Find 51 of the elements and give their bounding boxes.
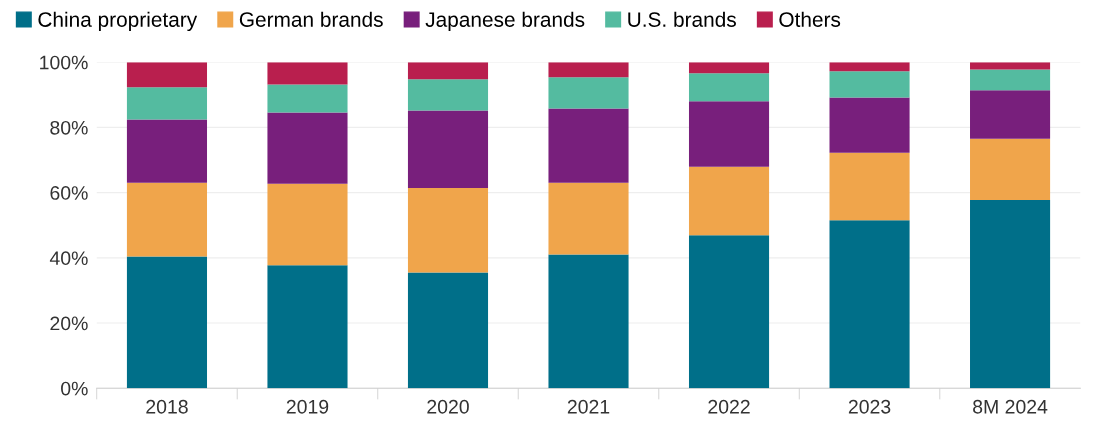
bar [126,119,208,183]
y-tick-label: 100% [40,55,88,70]
bar [688,101,770,167]
bar [267,265,348,389]
bar [267,62,348,85]
y-tick-label: 20% [50,316,88,331]
bar [126,256,208,389]
x-tick-label: 8M 2024 [973,399,1048,414]
bar [688,73,770,102]
x-tick-label: 2023 [848,399,891,414]
bar [829,152,910,221]
bar [829,97,910,153]
x-tick-label: 2018 [146,399,188,414]
bar [267,183,348,266]
bar [267,84,348,113]
bar [688,235,770,389]
bar [407,188,489,273]
bar [407,62,489,80]
bar [688,166,770,236]
bar [688,62,770,74]
legend-label: U.S. brands [628,11,736,27]
bar [407,79,489,111]
bar [970,90,1051,139]
bar [126,87,208,120]
legend-label: China proprietary [38,11,198,32]
bar [548,182,629,255]
bar [829,220,910,389]
y-tick-label: 60% [50,186,88,200]
bar [126,62,208,88]
x-tick-label: 2019 [286,399,329,414]
bar [267,112,348,184]
y-tick-label: 80% [50,120,88,135]
x-tick-label: 2020 [427,399,469,414]
bar [548,77,629,109]
x-tick-label: 2021 [567,399,610,414]
bar [829,71,910,98]
bar [548,62,629,78]
bar [407,110,489,189]
legend-label: Others [779,11,841,27]
bar [548,254,629,389]
y-tick-label: 0% [61,381,88,396]
bar [126,182,208,257]
x-tick-label: 2022 [708,399,750,414]
bar [970,138,1051,201]
legend-label: Japanese brands [425,11,585,32]
bar [970,200,1051,389]
y-tick-label: 40% [49,251,88,266]
bar [407,272,489,389]
legend-label: German brands [239,11,383,27]
bar [548,108,629,183]
bar [970,69,1051,91]
